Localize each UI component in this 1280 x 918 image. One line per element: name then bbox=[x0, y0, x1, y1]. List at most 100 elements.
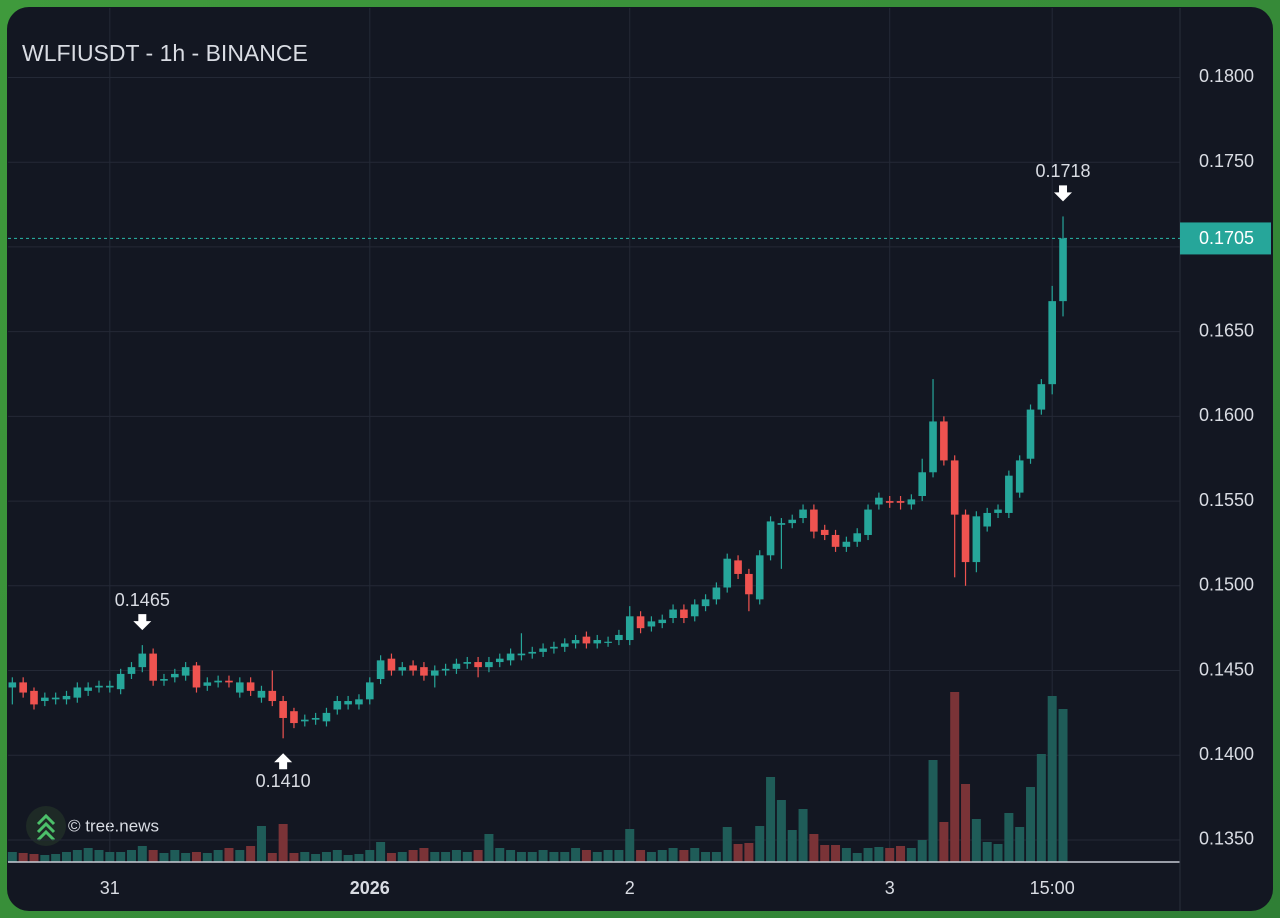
y-tick-label: 0.1350 bbox=[1199, 829, 1254, 849]
candle-body bbox=[333, 701, 342, 710]
candle-layer bbox=[8, 216, 1067, 739]
candle-body bbox=[593, 640, 602, 644]
volume-bar bbox=[603, 850, 613, 862]
candle-body bbox=[8, 682, 17, 688]
volume-bar bbox=[690, 848, 700, 862]
candle-body bbox=[918, 472, 927, 496]
volume-layer bbox=[7, 692, 1068, 862]
candle-body bbox=[290, 711, 298, 724]
volume-bar bbox=[7, 852, 17, 862]
volume-bar bbox=[863, 848, 873, 862]
candle-body bbox=[181, 667, 190, 676]
candle-body bbox=[106, 685, 114, 688]
x-tick-label: 15:00 bbox=[1030, 878, 1075, 898]
candle-body bbox=[820, 529, 829, 535]
candle-body bbox=[246, 682, 255, 691]
volume-bar bbox=[885, 848, 895, 862]
candle-body bbox=[615, 634, 623, 641]
candle-body bbox=[84, 687, 92, 691]
volume-bar bbox=[852, 853, 862, 862]
candle-body bbox=[983, 512, 991, 527]
grid bbox=[8, 8, 1180, 862]
candle-body bbox=[279, 701, 287, 718]
volume-bar bbox=[636, 850, 646, 862]
volume-bar bbox=[246, 846, 256, 862]
candle-body bbox=[604, 641, 612, 643]
volume-bar bbox=[376, 842, 386, 862]
candle-body bbox=[788, 519, 797, 524]
volume-bar bbox=[744, 843, 754, 862]
volume-bar bbox=[950, 692, 960, 862]
candle-body bbox=[701, 599, 710, 607]
volume-bar bbox=[809, 834, 819, 862]
volume-bar bbox=[538, 850, 548, 862]
volume-bar bbox=[831, 845, 841, 862]
volume-bar bbox=[94, 850, 104, 862]
candle-body bbox=[669, 609, 677, 618]
candle-body bbox=[940, 421, 948, 461]
candle-body bbox=[149, 653, 157, 681]
candle-body bbox=[485, 662, 493, 668]
volume-bar bbox=[711, 852, 721, 862]
volume-bar bbox=[896, 846, 906, 862]
volume-bar bbox=[1015, 827, 1025, 862]
candle-body bbox=[441, 668, 450, 671]
volume-bar bbox=[657, 850, 667, 862]
volume-bar bbox=[213, 850, 223, 862]
volume-bar bbox=[668, 848, 678, 862]
candle-body bbox=[712, 587, 721, 600]
volume-bar bbox=[733, 844, 743, 862]
chart-title: WLFIUSDT - 1h - BINANCE bbox=[22, 40, 308, 66]
volume-bar bbox=[72, 850, 82, 862]
volume-bar bbox=[235, 850, 245, 862]
candle-body bbox=[355, 699, 363, 705]
candle-body bbox=[571, 640, 580, 644]
y-tick-label: 0.1650 bbox=[1199, 320, 1254, 340]
volume-bar bbox=[365, 850, 375, 862]
candle-body bbox=[1048, 301, 1056, 385]
volume-bar bbox=[928, 760, 938, 862]
volume-bar bbox=[625, 829, 635, 862]
panel bbox=[7, 7, 1273, 911]
candle-body bbox=[658, 619, 667, 624]
y-tick-label: 0.1500 bbox=[1199, 575, 1254, 595]
candle-body bbox=[853, 533, 862, 542]
candle-body bbox=[1059, 238, 1067, 302]
candle-body bbox=[452, 663, 461, 669]
candle-body bbox=[734, 560, 742, 574]
volume-bar bbox=[874, 847, 884, 862]
volume-bar bbox=[971, 819, 981, 862]
candle-body bbox=[376, 660, 385, 679]
volume-bar bbox=[202, 853, 212, 862]
candle-body bbox=[907, 499, 916, 505]
candle-body bbox=[723, 558, 732, 588]
volume-bar bbox=[83, 848, 93, 862]
volume-bar bbox=[148, 850, 158, 862]
candle-body bbox=[73, 687, 82, 698]
y-tick-label: 0.1550 bbox=[1199, 490, 1254, 510]
candle-body bbox=[62, 695, 71, 700]
candle-body bbox=[1015, 460, 1024, 493]
volume-bar bbox=[451, 850, 461, 862]
volume-bar bbox=[560, 852, 570, 862]
y-tick-label: 0.1800 bbox=[1199, 66, 1254, 86]
volume-bar bbox=[386, 853, 396, 862]
volume-bar bbox=[321, 852, 331, 862]
annotation-label: 0.1465 bbox=[115, 590, 170, 610]
volume-bar bbox=[181, 853, 191, 862]
candle-body bbox=[214, 680, 222, 683]
candle-body bbox=[430, 670, 439, 676]
candle-body bbox=[517, 653, 526, 656]
candle-body bbox=[420, 667, 428, 676]
candle-body bbox=[961, 514, 970, 563]
volume-bar bbox=[159, 853, 169, 862]
volume-bar bbox=[592, 852, 602, 862]
volume-bar bbox=[441, 852, 451, 862]
candle-body bbox=[463, 662, 472, 664]
candle-body bbox=[1026, 409, 1035, 459]
candle-body bbox=[225, 680, 233, 683]
volume-bar bbox=[1058, 709, 1068, 862]
candle-body bbox=[474, 662, 482, 668]
